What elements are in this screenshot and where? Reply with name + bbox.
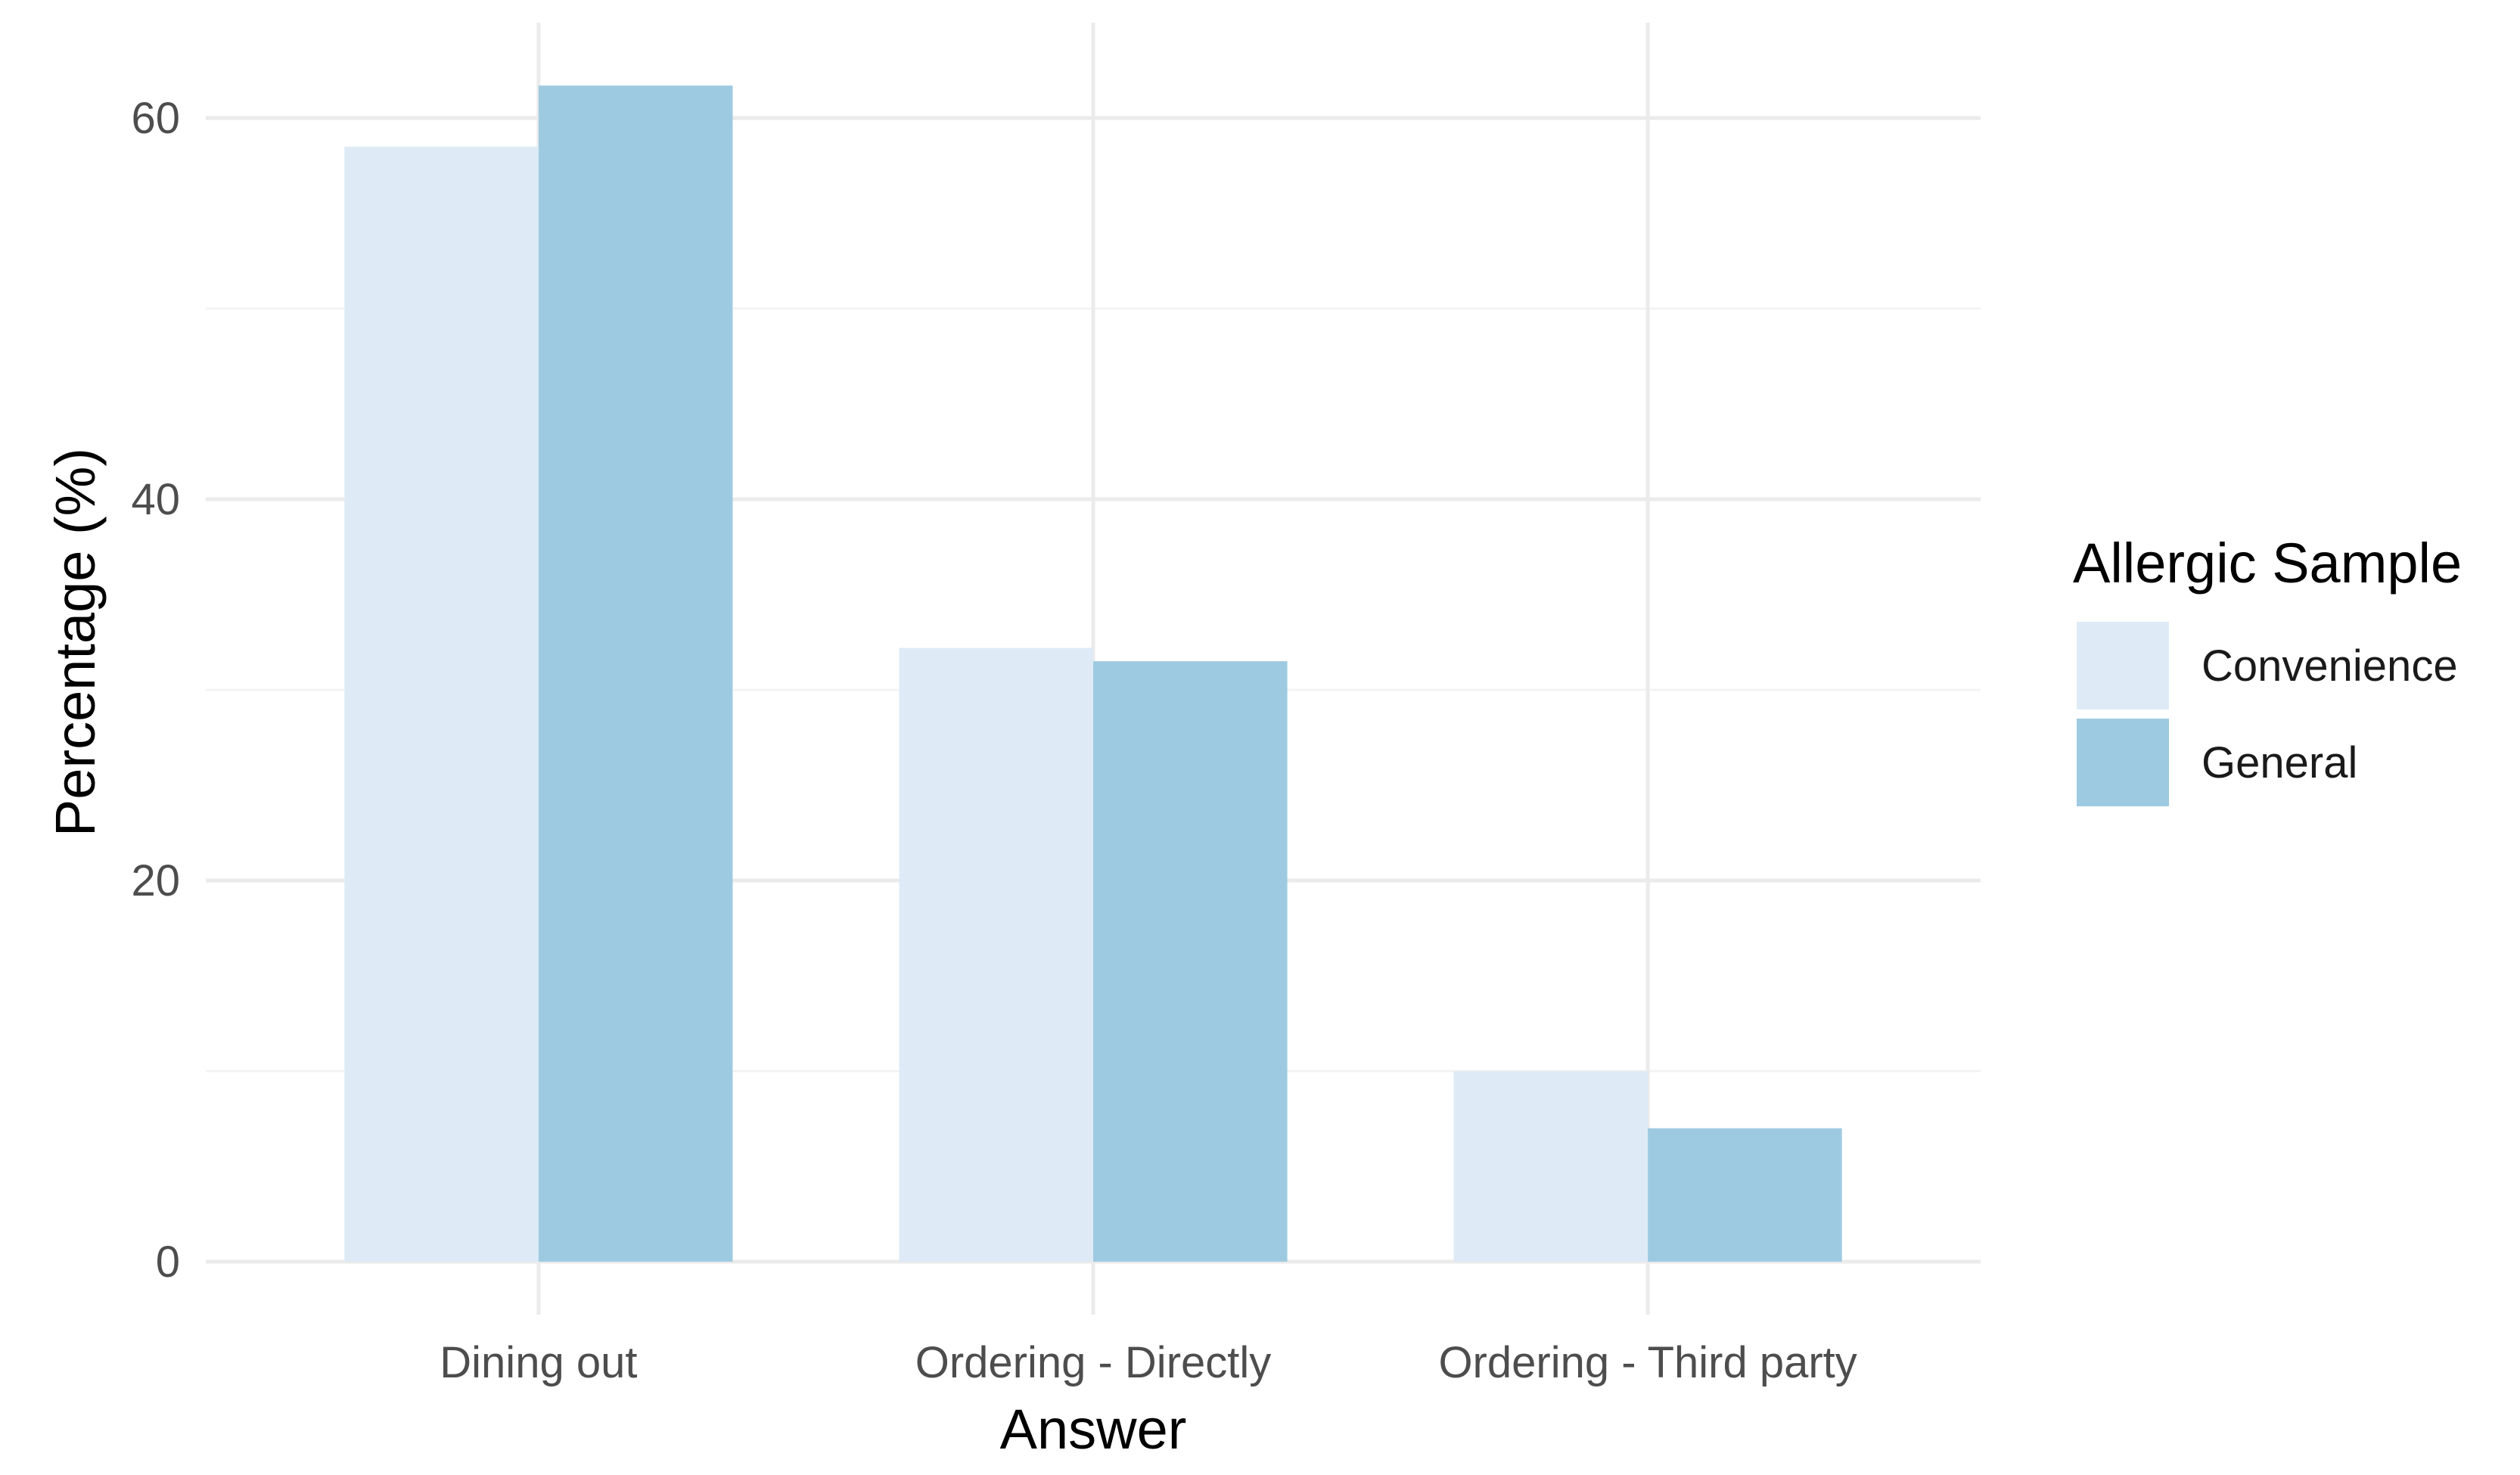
legend: Allergic Sample Convenience General [2073,532,2462,806]
bar-general [538,85,733,1262]
bar-general [1648,1128,1842,1262]
x-tick-label: Ordering - Directly [915,1338,1272,1387]
legend-key-general [2077,719,2169,806]
y-tick-label: 20 [131,856,180,905]
legend-key-convenience [2077,622,2169,710]
bar-convenience [344,146,539,1262]
x-axis-title: Answer [1000,1398,1187,1461]
bars [344,85,1842,1262]
legend-label: Convenience [2202,641,2458,691]
legend-items: Convenience General [2077,622,2458,806]
y-tick-label: 40 [131,475,180,524]
y-tick-label: 60 [131,94,180,143]
bar-convenience [1453,1071,1648,1262]
x-tick-label: Dining out [440,1338,637,1387]
legend-label: General [2202,738,2357,787]
x-tick-label: Ordering - Third party [1438,1338,1857,1387]
y-tick-label: 0 [156,1237,180,1287]
y-axis-ticks: 0 20 40 60 [131,94,180,1287]
legend-title: Allergic Sample [2073,532,2462,595]
bar-convenience [899,647,1093,1262]
bar-general [1093,661,1288,1262]
x-axis-ticks: Dining out Ordering - Directly Ordering - … [440,1338,1857,1387]
y-axis-title: Percentage (%) [44,448,107,837]
